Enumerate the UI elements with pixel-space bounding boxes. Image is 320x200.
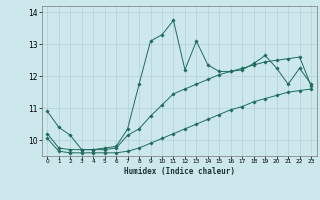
X-axis label: Humidex (Indice chaleur): Humidex (Indice chaleur) xyxy=(124,167,235,176)
